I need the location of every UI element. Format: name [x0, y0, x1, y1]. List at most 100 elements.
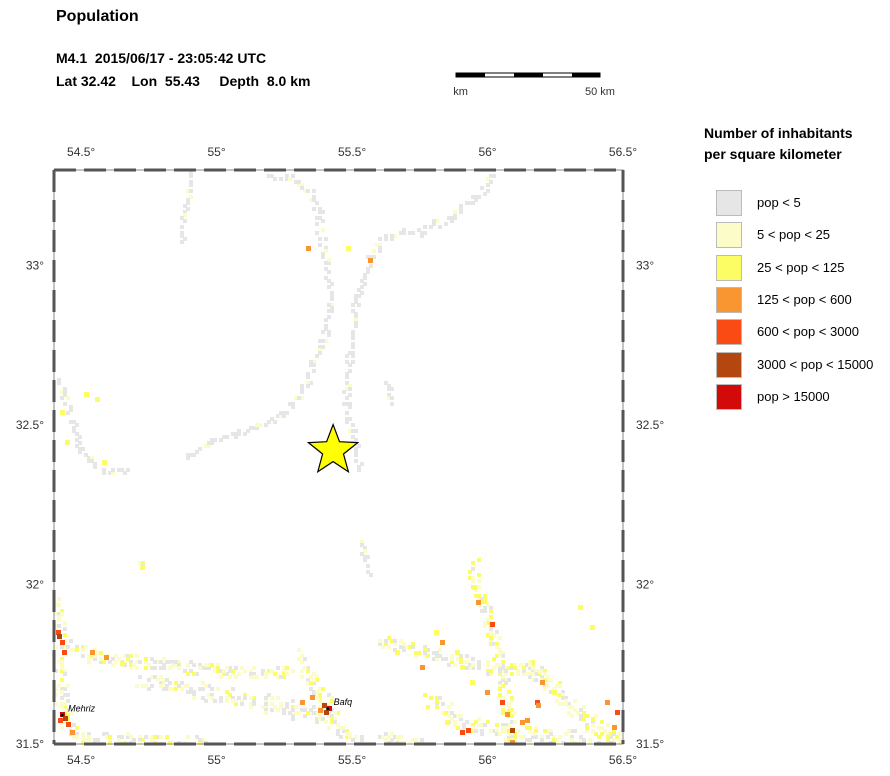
density-cell [336, 723, 340, 727]
density-cell [591, 720, 595, 724]
density-cell [300, 390, 304, 394]
density-cell [348, 429, 352, 433]
density-cell [408, 231, 412, 235]
density-cell [468, 663, 472, 667]
density-cell [264, 702, 268, 706]
density-cell [507, 666, 511, 670]
density-cell [582, 705, 586, 709]
density-cell [87, 735, 91, 739]
density-cell [483, 597, 487, 601]
density-cell [84, 453, 88, 457]
density-cell [96, 651, 100, 655]
density-cell [144, 735, 148, 739]
density-cell [474, 729, 478, 733]
density-cell [75, 438, 79, 442]
density-cell [252, 675, 256, 679]
density-cell [438, 225, 442, 229]
lat-tick-label: 32.5° [16, 418, 44, 432]
density-cell [276, 708, 280, 712]
density-cell [207, 663, 211, 667]
density-cell [138, 660, 142, 664]
density-cell [609, 732, 613, 736]
density-cell [282, 666, 286, 670]
density-cell [315, 216, 319, 220]
density-cell [414, 738, 418, 742]
density-cell [453, 216, 457, 220]
density-cell [318, 345, 322, 349]
density-cell [333, 717, 337, 721]
density-cell [318, 216, 322, 220]
density-cell [540, 669, 544, 673]
density-cell [249, 705, 253, 709]
population-map: 54.5° 54.5° 55° 55° 55.5° 55.5° 56° 56° 56.5° 56.… [16, 145, 665, 767]
density-cell [585, 723, 589, 727]
density-cell [57, 612, 61, 616]
density-cell [234, 666, 238, 670]
density-cell [426, 648, 430, 652]
density-cell [582, 714, 586, 718]
density-cell [468, 201, 472, 205]
density-cell [306, 375, 310, 379]
density-cell [324, 276, 328, 280]
density-cell [330, 696, 334, 700]
density-cell [387, 396, 391, 400]
density-cell [546, 684, 550, 688]
density-cell [177, 684, 181, 688]
density-cell [570, 729, 574, 733]
density-cell [108, 741, 112, 745]
density-cell [480, 609, 484, 613]
density-cell [477, 723, 481, 727]
density-cell [339, 726, 343, 730]
density-cell [183, 213, 187, 217]
density-cell [300, 387, 304, 391]
density-cell [189, 690, 193, 694]
density-cell [270, 174, 274, 178]
density-cell [423, 648, 427, 652]
density-cell [330, 699, 334, 703]
density-cell [165, 660, 169, 664]
density-cell [189, 183, 193, 187]
density-cell [354, 438, 358, 442]
density-cell [270, 708, 274, 712]
density-cell [96, 738, 100, 742]
density-cell [495, 723, 499, 727]
density-cell [558, 735, 562, 739]
density-cell [597, 735, 601, 739]
density-cell [441, 657, 445, 661]
density-cell [75, 645, 79, 649]
density-cell [453, 213, 457, 217]
density-cell [306, 189, 310, 193]
density-cell [516, 672, 520, 676]
density-cell [378, 243, 382, 247]
density-cell [472, 585, 477, 590]
density-cell [489, 615, 493, 619]
density-cell [564, 696, 568, 700]
density-cell [348, 417, 352, 421]
lat-tick-label: 32.5° [636, 418, 664, 432]
density-cell [543, 669, 547, 673]
density-cell [273, 672, 277, 676]
density-cell [354, 318, 358, 322]
density-cell [444, 222, 448, 226]
density-cell [258, 423, 262, 427]
density-cell [180, 225, 184, 229]
density-cell [75, 735, 79, 739]
density-cell [219, 438, 223, 442]
density-cell [207, 684, 211, 688]
density-cell [285, 702, 289, 706]
density-cell [291, 714, 295, 718]
density-cell [87, 738, 91, 742]
density-cell [144, 684, 148, 688]
density-cell [438, 654, 442, 658]
density-cell [252, 702, 256, 706]
density-cell [276, 675, 280, 679]
density-cell [270, 696, 274, 700]
density-cell [564, 702, 568, 706]
density-cell [58, 718, 63, 723]
density-cell [354, 315, 358, 319]
legend-swatch [716, 254, 742, 281]
density-cell [126, 468, 130, 472]
density-cell [462, 726, 466, 730]
density-cell [546, 735, 550, 739]
density-cell [510, 714, 514, 718]
